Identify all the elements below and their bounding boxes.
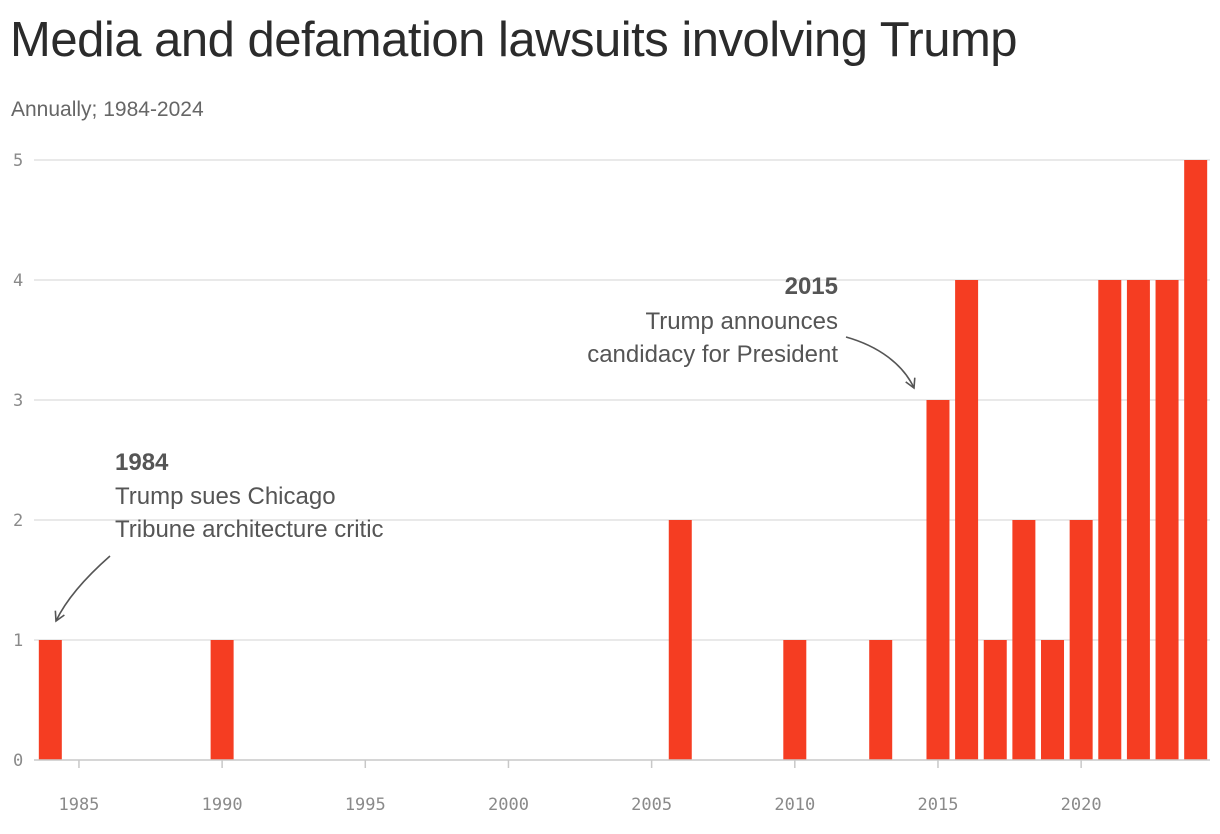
bar-2013 [869,640,893,760]
x-axis [34,759,1210,768]
x-tick-label-1985: 1985 [58,795,99,815]
annotation-2015-line-1: Trump announces [645,308,838,335]
bar-1984 [38,640,62,760]
annotation-2015-arrow [845,336,916,390]
x-tick-label-2010: 2010 [774,795,815,815]
bar-2024 [1184,160,1208,760]
x-tick-label-2000: 2000 [488,795,529,815]
x-tick-label-1995: 1995 [345,795,386,815]
x-tick-label-2015: 2015 [917,795,958,815]
y-tick-label-0: 0 [13,751,23,771]
bar-2018 [1012,520,1036,760]
y-tick-label-4: 4 [13,271,23,291]
bar-2015 [926,400,950,760]
bars [38,160,1208,760]
y-tick-label-5: 5 [13,151,23,171]
chart-title: Media and defamation lawsuits involving … [10,13,1018,67]
annotation-2015-title: 2015 [785,273,838,300]
bar-2017 [983,640,1007,760]
x-tick-label-1990: 1990 [202,795,243,815]
annotation-1984-title: 1984 [115,449,169,476]
bar-2019 [1041,640,1065,760]
bar-2020 [1069,520,1093,760]
annotation-1984-line-1: Trump sues Chicago [115,483,336,510]
x-tick-label-2020: 2020 [1061,795,1102,815]
y-tick-label-2: 2 [13,511,23,531]
y-tick-label-1: 1 [13,631,23,651]
bar-2016 [955,280,979,760]
bar-2022 [1126,280,1150,760]
x-axis-labels: 1985 1990 1995 2000 2005 2010 2015 2020 [58,795,1101,815]
y-tick-label-3: 3 [13,391,23,411]
bar-2023 [1155,280,1179,760]
x-tick-label-2005: 2005 [631,795,672,815]
annotation-2015-line-2: candidacy for President [587,341,838,368]
bar-1990 [210,640,234,760]
bar-2021 [1098,280,1122,760]
bar-2006 [668,520,692,760]
annotation-1984-arrow [54,555,111,623]
y-axis-labels: 0 1 2 3 4 5 [13,151,23,771]
bar-2010 [783,640,807,760]
chart-subtitle: Annually; 1984-2024 [11,98,204,121]
annotation-2015: 2015 Trump announces candidacy for Presi… [587,273,916,390]
annotation-1984: 1984 Trump sues Chicago Tribune architec… [54,449,384,623]
annotation-1984-line-2: Tribune architecture critic [115,516,384,543]
